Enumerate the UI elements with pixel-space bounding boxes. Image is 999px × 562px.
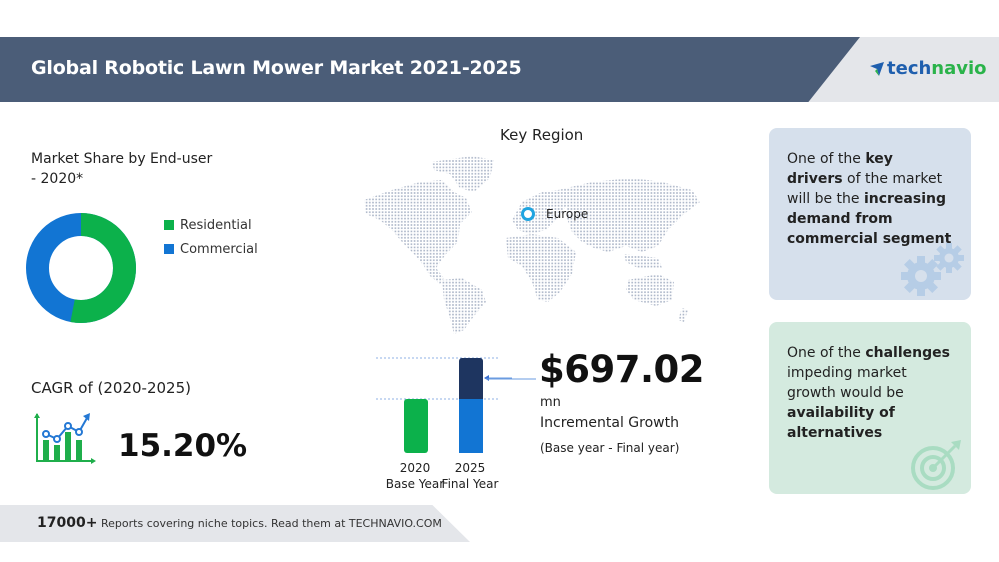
technavio-logo[interactable]: tech navio <box>870 58 987 79</box>
growth-chart-icon <box>34 413 96 464</box>
incremental-growth-bar-chart <box>376 357 512 453</box>
page-title: Global Robotic Lawn Mower Market 2021-20… <box>31 57 522 79</box>
reports-count: 17000+ <box>37 515 98 531</box>
drivers-middle: of the market will be the <box>787 171 943 207</box>
world-map-icon <box>364 156 700 334</box>
footer-text: Reports covering niche topics. Read them… <box>101 517 442 530</box>
key-drivers-card: One of the key drivers of the market wil… <box>769 128 971 300</box>
target-icon <box>911 440 961 490</box>
logo-text-navio: navio <box>931 58 987 79</box>
legend-label-residential: Residential <box>180 217 252 233</box>
legend-swatch-residential <box>164 220 174 230</box>
bar-caption-base-year: Base Year <box>385 477 445 491</box>
incremental-growth-subtitle: (Base year - Final year) <box>540 441 680 455</box>
challenges-card: One of the challenges impeding market gr… <box>769 322 971 494</box>
technavio-arrow-icon <box>870 61 884 76</box>
drivers-detail: increasing demand from commercial segmen… <box>787 191 952 247</box>
challenges-detail: availability of alternatives <box>787 405 895 441</box>
key-region-title: Key Region <box>500 126 584 144</box>
bar-label-2025: 2025 Final Year <box>435 460 505 492</box>
legend-label-commercial: Commercial <box>180 241 258 257</box>
legend-item-commercial: Commercial <box>164 237 258 261</box>
market-share-title-line2: - 2020* <box>31 171 84 187</box>
legend-swatch-commercial <box>164 244 174 254</box>
incremental-growth-unit: mn <box>540 395 561 410</box>
incremental-growth-label: Incremental Growth <box>540 415 679 431</box>
header-banner: Global Robotic Lawn Mower Market 2021-20… <box>0 37 999 102</box>
market-share-donut-chart <box>26 213 136 323</box>
europe-marker-icon[interactable] <box>521 207 535 221</box>
legend-item-residential: Residential <box>164 213 258 237</box>
drivers-highlight: key drivers <box>787 151 893 187</box>
challenges-highlight: challenges <box>865 345 950 361</box>
cagr-value: 15.20% <box>118 428 248 464</box>
bar-year-2020: 2020 <box>399 461 431 475</box>
market-share-title-line1: Market Share by End-user <box>31 151 213 167</box>
footer-banner[interactable]: 17000+ Reports covering niche topics. Re… <box>0 505 470 542</box>
market-share-legend: Residential Commercial <box>164 213 258 261</box>
bar-year-2025: 2025 <box>454 461 486 475</box>
key-region-label: Europe <box>546 207 589 221</box>
incremental-growth-value: $697.02 <box>539 348 705 391</box>
bar-label-2020: 2020 Base Year <box>380 460 450 492</box>
header-title-band <box>0 37 860 102</box>
drivers-prefix: One of the <box>787 151 866 167</box>
growth-pointer-line <box>486 378 536 380</box>
gears-icon <box>901 243 964 296</box>
logo-text-tech: tech <box>887 58 932 79</box>
bar-caption-final-year: Final Year <box>441 477 499 491</box>
cagr-title: CAGR of (2020-2025) <box>31 379 191 397</box>
challenges-prefix: One of the <box>787 345 866 361</box>
challenges-middle: impeding market growth would be <box>787 365 907 401</box>
market-share-title: Market Share by End-user - 2020* <box>31 149 251 189</box>
